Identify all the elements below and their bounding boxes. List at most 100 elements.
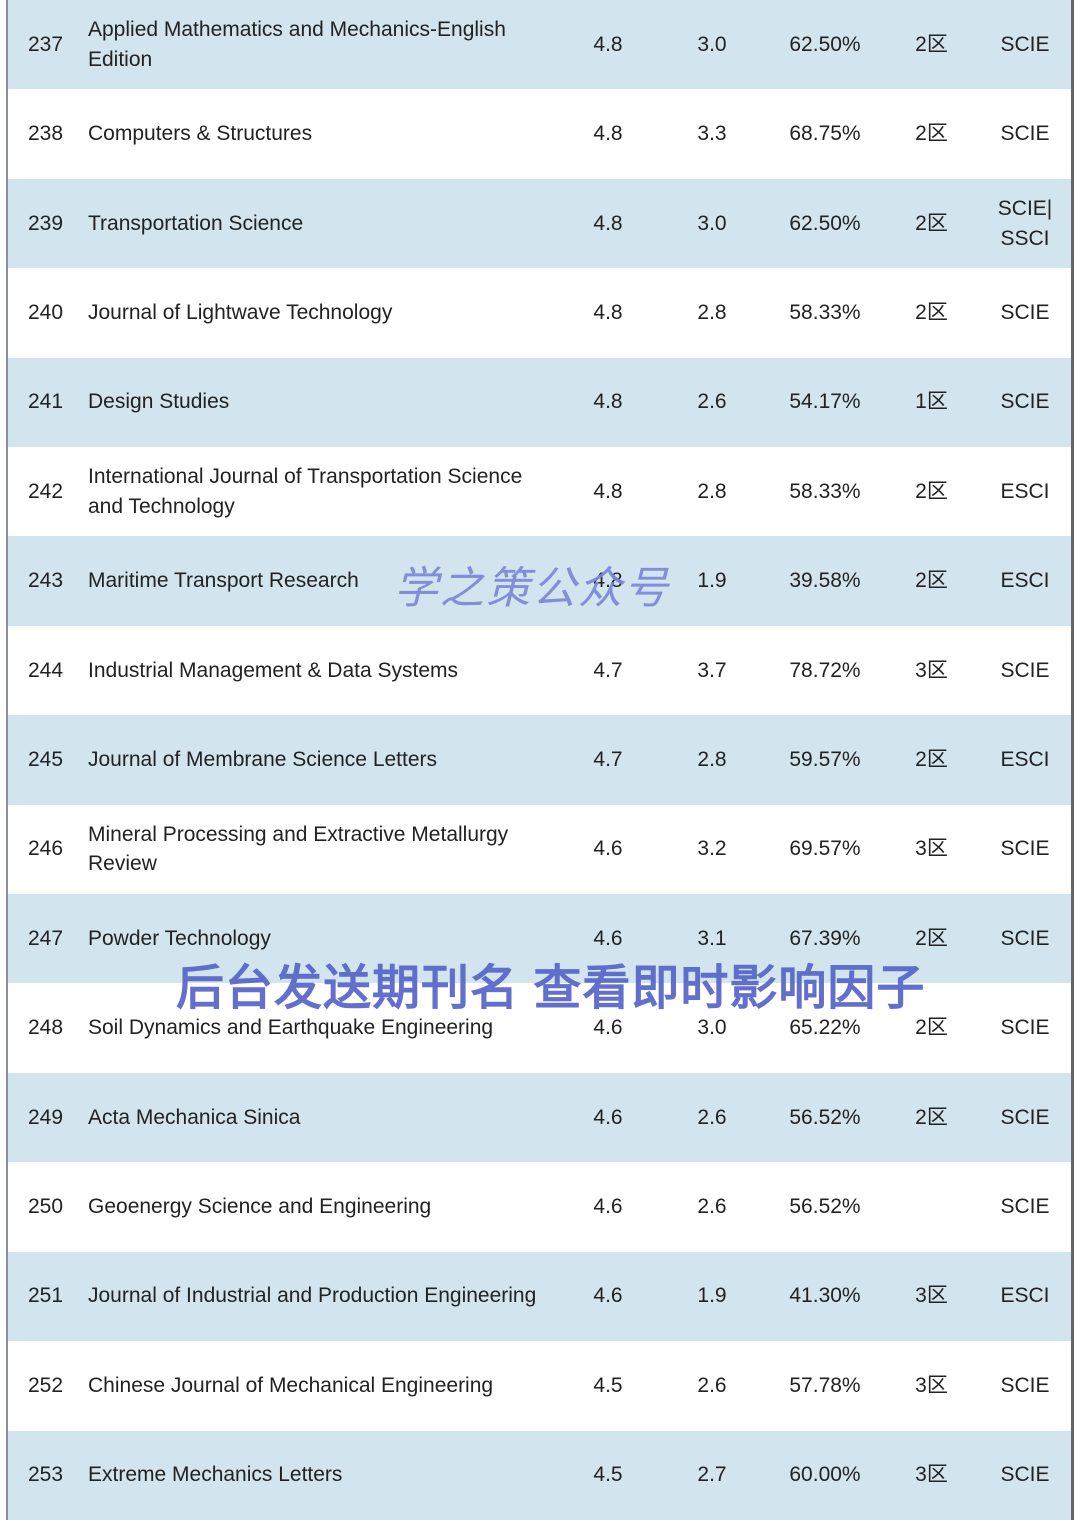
rank-cell: 243: [28, 569, 64, 593]
secondary-metric-cell: 3.7: [697, 658, 727, 682]
index-db-cell: SCIE: [1000, 32, 1050, 56]
zone-cell: 3区: [915, 1373, 948, 1397]
secondary-metric-cell: 2.8: [697, 301, 727, 325]
index-db-cell: SCIE: [1000, 658, 1050, 682]
index-db-cell: ESCI: [1000, 748, 1050, 772]
table-row: 238 Computers & Structures 4.8 3.3 68.75…: [8, 89, 1071, 178]
index-db-cell: SCIE: [1000, 390, 1050, 414]
impact-factor-cell: 4.6: [593, 1284, 623, 1308]
table-row: 240 Journal of Lightwave Technology 4.8 …: [8, 268, 1071, 357]
percent-cell: 56.52%: [789, 1195, 861, 1219]
impact-factor-cell: 4.8: [593, 32, 623, 56]
zone-cell: 3区: [915, 837, 948, 861]
rank-cell: 246: [28, 837, 64, 861]
zone-cell: 2区: [915, 926, 948, 950]
rank-cell: 240: [28, 301, 64, 325]
table-row: 251 Journal of Industrial and Production…: [8, 1251, 1071, 1342]
impact-factor-cell: 4.6: [593, 1195, 623, 1219]
journal-name-cell: Industrial Management & Data Systems: [88, 658, 459, 682]
secondary-metric-cell: 2.6: [697, 390, 727, 414]
journal-name-cell: Acta Mechanica Sinica: [88, 1105, 301, 1129]
journal-name-cell: Journal of Industrial and Production Eng…: [88, 1284, 537, 1308]
rank-cell: 239: [28, 211, 64, 235]
secondary-metric-cell: 2.8: [697, 479, 727, 503]
journal-name-cell: International Journal of Transportation …: [88, 464, 523, 518]
impact-factor-cell: 4.8: [593, 479, 623, 503]
index-db-cell: SCIE: [1000, 1463, 1050, 1487]
journal-name-cell: Design Studies: [88, 390, 230, 414]
percent-cell: 54.17%: [789, 390, 861, 414]
zone-cell: 2区: [915, 1016, 948, 1040]
rank-cell: 245: [28, 748, 64, 772]
impact-factor-cell: 4.6: [593, 1105, 623, 1129]
rank-cell: 237: [28, 32, 64, 56]
impact-factor-cell: 4.6: [593, 926, 623, 950]
table-row: 248 Soil Dynamics and Earthquake Enginee…: [8, 983, 1071, 1072]
percent-cell: 56.52%: [789, 1105, 861, 1129]
rank-cell: 250: [28, 1195, 64, 1219]
journal-name-cell: Journal of Membrane Science Letters: [88, 748, 438, 772]
rank-cell: 241: [28, 390, 64, 414]
zone-cell: 1区: [915, 390, 948, 414]
zone-cell: 2区: [915, 32, 948, 56]
secondary-metric-cell: 3.1: [697, 926, 727, 950]
index-db-cell: SCIE: [1000, 301, 1050, 325]
rank-cell: 249: [28, 1105, 64, 1129]
rank-cell: 247: [28, 926, 64, 950]
journal-name-cell: Extreme Mechanics Letters: [88, 1463, 343, 1487]
table-row: 245 Journal of Membrane Science Letters …: [8, 715, 1071, 805]
table-row: 243 Maritime Transport Research 4.8 1.9 …: [8, 536, 1071, 626]
secondary-metric-cell: 3.0: [697, 211, 727, 235]
secondary-metric-cell: 1.9: [697, 569, 727, 593]
impact-factor-cell: 4.8: [593, 569, 623, 593]
impact-factor-cell: 4.6: [593, 1016, 623, 1040]
zone-cell: 2区: [915, 211, 948, 235]
percent-cell: 78.72%: [789, 658, 861, 682]
percent-cell: 65.22%: [789, 1016, 861, 1040]
table-row: 250 Geoenergy Science and Engineering 4.…: [8, 1162, 1071, 1251]
zone-cell: 3区: [915, 1463, 948, 1487]
secondary-metric-cell: 2.8: [697, 748, 727, 772]
table-row: 249 Acta Mechanica Sinica 4.6 2.6 56.52%…: [8, 1072, 1071, 1163]
impact-factor-cell: 4.7: [593, 748, 623, 772]
zone-cell: 2区: [915, 479, 948, 503]
rank-cell: 242: [28, 479, 64, 503]
secondary-metric-cell: 2.6: [697, 1195, 727, 1219]
index-db-cell: SCIE: [1000, 926, 1050, 950]
zone-cell: 2区: [915, 1105, 948, 1129]
secondary-metric-cell: 3.3: [697, 122, 727, 146]
secondary-metric-cell: 3.2: [697, 837, 727, 861]
index-db-cell: SCIE: [1000, 1373, 1050, 1397]
journal-name-cell: Soil Dynamics and Earthquake Engineering: [88, 1016, 494, 1040]
percent-cell: 59.57%: [789, 748, 861, 772]
journal-table-frame: 237 Applied Mathematics and Mechanics-En…: [6, 0, 1074, 1520]
journal-name-cell: Chinese Journal of Mechanical Engineerin…: [88, 1373, 494, 1397]
journal-name-cell: Powder Technology: [88, 926, 271, 950]
impact-factor-cell: 4.6: [593, 837, 623, 861]
secondary-metric-cell: 1.9: [697, 1284, 727, 1308]
secondary-metric-cell: 2.7: [697, 1463, 727, 1487]
zone-cell: 3区: [915, 658, 948, 682]
journal-name-cell: Computers & Structures: [88, 122, 313, 146]
percent-cell: 67.39%: [789, 926, 861, 950]
journal-table-body: 237 Applied Mathematics and Mechanics-En…: [8, 0, 1071, 1520]
percent-cell: 58.33%: [789, 301, 861, 325]
impact-factor-cell: 4.8: [593, 390, 623, 414]
table-row: 239 Transportation Science 4.8 3.0 62.50…: [8, 178, 1071, 269]
secondary-metric-cell: 3.0: [697, 1016, 727, 1040]
index-db-cell: ESCI: [1000, 479, 1050, 503]
table-row: 252 Chinese Journal of Mechanical Engine…: [8, 1341, 1071, 1430]
percent-cell: 62.50%: [789, 211, 861, 235]
index-db-cell: SCIE| SSCI: [997, 196, 1053, 250]
percent-cell: 60.00%: [789, 1463, 861, 1487]
journal-name-cell: Mineral Processing and Extractive Metall…: [88, 822, 509, 876]
journal-name-cell: Journal of Lightwave Technology: [88, 301, 393, 325]
zone-cell: 2区: [915, 122, 948, 146]
rank-cell: 251: [28, 1284, 64, 1308]
percent-cell: 41.30%: [789, 1284, 861, 1308]
secondary-metric-cell: 3.0: [697, 32, 727, 56]
secondary-metric-cell: 2.6: [697, 1105, 727, 1129]
journal-name-cell: Maritime Transport Research: [88, 569, 359, 593]
index-db-cell: ESCI: [1000, 569, 1050, 593]
